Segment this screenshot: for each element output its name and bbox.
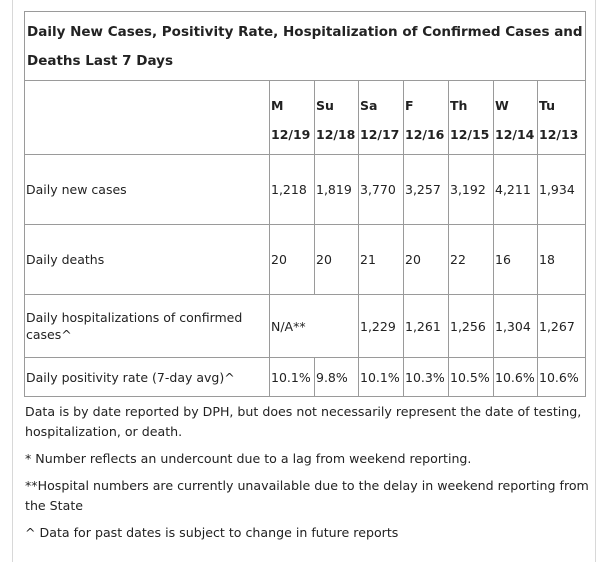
column-date: 12/14	[495, 126, 535, 142]
table-cell: 20	[403, 224, 449, 295]
column-header: Th 12/15	[448, 80, 494, 155]
column-day: Th	[450, 97, 468, 113]
column-header: W 12/14	[493, 80, 538, 155]
table-cell: 22	[448, 224, 494, 295]
table-cell: 3,192	[448, 154, 494, 225]
table-cell: 21	[358, 224, 404, 295]
column-day: F	[405, 97, 414, 113]
column-header: Sa 12/17	[358, 80, 404, 155]
table-cell: 1,256	[448, 294, 494, 358]
table-cell: 18	[536, 224, 587, 295]
note-undercount: * Number reflects an undercount due to a…	[25, 451, 472, 466]
row-label: Daily deaths	[24, 224, 270, 295]
table-cell: 1,934	[536, 154, 587, 225]
table-cell: 1,304	[493, 294, 538, 358]
row-label: Daily hospitalizations of confirmed case…	[24, 294, 270, 358]
table-cell: 1,267	[536, 294, 587, 358]
table-cell: 1,229	[358, 294, 404, 358]
header-row: M 12/19 Su 12/18 Sa 12/17 F 12/16 Th 12/15 W 1…	[24, 80, 587, 155]
table-cell: 16	[493, 224, 538, 295]
column-date: 12/18	[316, 126, 356, 142]
table-cell: 10.1%	[269, 357, 315, 397]
table-row-positivity: Daily positivity rate (7-day avg)^ 10.1%…	[24, 357, 587, 397]
header-blank-cell	[24, 80, 270, 155]
column-header: Su 12/18	[314, 80, 359, 155]
column-date: 12/13	[539, 126, 579, 142]
table-cell: 4,211	[493, 154, 538, 225]
daily-stats-table: Daily New Cases, Positivity Rate, Hospit…	[23, 11, 587, 397]
column-day: Su	[316, 97, 334, 113]
column-day: Sa	[360, 97, 378, 113]
row-label: Daily positivity rate (7-day avg)^	[24, 357, 270, 397]
table-row-deaths: Daily deaths 20 20 21 20 22 16 18	[24, 224, 587, 295]
table-cell: 9.8%	[314, 357, 359, 397]
table-cell: 1,261	[403, 294, 449, 358]
note-past-dates: ^ Data for past dates is subject to chan…	[25, 525, 399, 540]
column-date: 12/15	[450, 126, 490, 142]
table-cell: 10.5%	[448, 357, 494, 397]
table-cell: 10.3%	[403, 357, 449, 397]
column-date: 12/16	[405, 126, 445, 142]
table-cell: 3,770	[358, 154, 404, 225]
footnotes: Data is by date reported by DPH, but doe…	[25, 402, 590, 550]
table-cell: 10.6%	[536, 357, 587, 397]
row-label: Daily new cases	[24, 154, 270, 225]
table-cell: 3,257	[403, 154, 449, 225]
table-cell: 1,218	[269, 154, 315, 225]
note-hospital: **Hospital numbers are currently unavail…	[25, 478, 589, 513]
table-cell: 1,819	[314, 154, 359, 225]
table-cell: 10.6%	[493, 357, 538, 397]
table-cell: 20	[269, 224, 315, 295]
column-day: M	[271, 97, 284, 113]
table-cell: 20	[314, 224, 359, 295]
table-caption: Daily New Cases, Positivity Rate, Hospit…	[23, 11, 587, 81]
note-reporting: Data is by date reported by DPH, but doe…	[25, 404, 582, 439]
column-day: Tu	[539, 97, 556, 113]
column-day: W	[495, 97, 509, 113]
column-header: F 12/16	[403, 80, 449, 155]
table-row-new-cases: Daily new cases 1,218 1,819 3,770 3,257 …	[24, 154, 587, 225]
table-row-hospitalizations: Daily hospitalizations of confirmed case…	[24, 294, 587, 358]
column-header: M 12/19	[269, 80, 315, 155]
column-date: 12/17	[360, 126, 400, 142]
content-frame	[12, 0, 596, 562]
table-cell: 10.1%	[358, 357, 404, 397]
table-cell-merged: N/A**	[269, 294, 359, 358]
column-header: Tu 12/13	[536, 80, 587, 155]
column-date: 12/19	[271, 126, 311, 142]
